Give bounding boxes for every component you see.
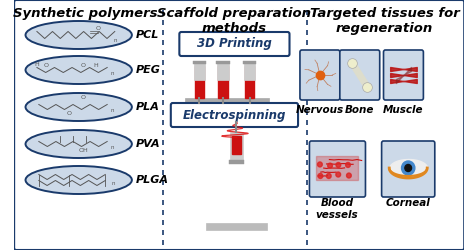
Circle shape [318,174,323,178]
Circle shape [318,162,322,167]
FancyBboxPatch shape [310,141,365,197]
Bar [229,160,244,164]
Text: PEG: PEG [136,65,161,75]
FancyBboxPatch shape [340,50,380,100]
Text: O: O [81,63,86,68]
Text: Nervous: Nervous [296,105,344,115]
Text: Scaffold preparation
methods: Scaffold preparation methods [157,7,311,35]
Text: PVA: PVA [136,139,160,149]
Bar [232,136,241,154]
Circle shape [328,163,332,168]
Text: n: n [110,71,114,76]
Text: H: H [35,62,39,67]
Text: Muscle: Muscle [383,105,424,115]
Circle shape [336,162,341,168]
Circle shape [401,161,415,175]
FancyBboxPatch shape [383,50,423,100]
Text: O: O [67,111,72,116]
Text: O: O [95,26,100,30]
Bar [193,62,205,80]
Text: O: O [81,95,86,100]
Ellipse shape [26,93,132,121]
Text: Electrospinning: Electrospinning [183,108,286,122]
Bar [230,132,243,162]
Circle shape [346,173,351,178]
Text: n: n [110,145,114,150]
Circle shape [336,172,341,177]
Circle shape [346,162,350,168]
FancyBboxPatch shape [179,32,290,56]
Text: n: n [111,181,115,186]
Ellipse shape [26,21,132,49]
Text: 3D Printing: 3D Printing [197,38,272,51]
Text: H: H [93,63,98,68]
Circle shape [405,164,411,172]
Bar [206,223,267,230]
Text: Corneal: Corneal [386,198,430,208]
Text: O: O [44,63,49,68]
FancyBboxPatch shape [14,0,464,250]
Bar [194,66,204,98]
Text: Bone: Bone [345,105,374,115]
Bar [245,66,255,98]
FancyBboxPatch shape [171,103,298,127]
Bar [185,98,269,103]
Bar [218,62,229,80]
Text: n: n [113,38,117,43]
Text: OH: OH [79,148,88,153]
Text: Blood
vessels: Blood vessels [316,198,358,220]
Ellipse shape [26,130,132,158]
Bar [244,62,255,80]
Ellipse shape [26,166,132,194]
Text: PCL: PCL [136,30,159,40]
Text: PLA: PLA [136,102,160,112]
Bar [192,61,206,64]
Circle shape [327,174,331,178]
Text: n: n [110,108,114,113]
Bar [217,61,230,64]
Bar [243,61,256,64]
Text: Synthetic polymers: Synthetic polymers [13,7,157,20]
Bar [219,66,228,98]
FancyBboxPatch shape [382,141,435,197]
Text: Targeted tissues for
regeneration: Targeted tissues for regeneration [310,7,459,35]
Text: PLGA: PLGA [136,175,169,185]
Ellipse shape [26,56,132,84]
Bar [316,156,358,180]
FancyBboxPatch shape [300,50,340,100]
